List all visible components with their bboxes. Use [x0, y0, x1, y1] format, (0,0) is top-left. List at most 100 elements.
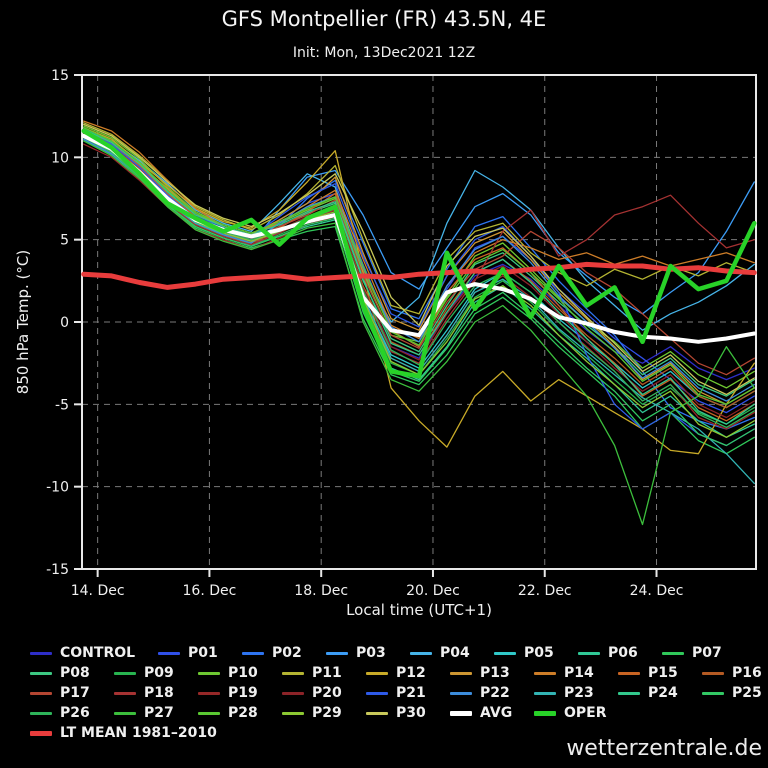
legend-item-P30: P30: [366, 705, 450, 721]
legend-swatch-P18: [114, 691, 136, 695]
legend-label: P10: [228, 665, 258, 681]
legend-swatch-P24: [618, 691, 640, 695]
legend-item-P20: P20: [282, 685, 366, 701]
meteogram-chart: 14. Dec 16. Dec 18. Dec 20. Dec 22. Dec 24. D…: [14, 68, 757, 619]
legend-label: P20: [312, 685, 342, 701]
legend-item-P19: P19: [198, 685, 282, 701]
legend-swatch-P21: [366, 691, 388, 695]
x-tick-label: 18. Dec: [294, 583, 348, 599]
legend-label: P17: [60, 685, 90, 701]
legend-swatch-P04: [410, 651, 432, 655]
legend-item-P01: P01: [158, 645, 242, 661]
series-P18: [83, 136, 755, 364]
y-tick-label: 0: [60, 315, 69, 331]
init-subtitle: Init: Mon, 13Dec2021 12Z: [292, 45, 476, 61]
legend-swatch-LT MEAN 1981–2010: [30, 730, 52, 736]
legend-swatch-P11: [282, 671, 304, 675]
legend-item-P11: P11: [282, 665, 366, 681]
legend-swatch-P01: [158, 651, 180, 655]
legend-swatch-P28: [198, 711, 220, 715]
legend-item-P16: P16: [702, 665, 768, 681]
legend-item-AVG: AVG: [450, 705, 534, 721]
legend-swatch-P30: [366, 711, 388, 715]
series-P27: [83, 140, 755, 526]
x-tick-label: 22. Dec: [518, 583, 572, 599]
legend-swatch-P19: [198, 691, 220, 695]
legend-item-P23: P23: [534, 685, 618, 701]
legend-label: P08: [60, 665, 90, 681]
legend-label: P12: [396, 665, 426, 681]
series-P30: [83, 123, 755, 396]
legend-label: P18: [144, 685, 174, 701]
y-tick-label: 15: [51, 68, 69, 84]
legend-swatch-P02: [242, 651, 264, 655]
legend-item-P13: P13: [450, 665, 534, 681]
legend-label: P01: [188, 645, 218, 661]
series-P28: [83, 127, 755, 405]
legend-item-P22: P22: [450, 685, 534, 701]
legend-item-P25: P25: [702, 685, 768, 701]
y-tick-label: -15: [46, 562, 69, 578]
legend-row: P26 P27 P28 P29 P30 AVG OPER: [0, 703, 768, 723]
y-tick-label: -10: [46, 480, 69, 496]
plot-border: [81, 74, 757, 570]
legend-label: P27: [144, 705, 174, 721]
legend-swatch-P03: [326, 651, 348, 655]
series-P24: [83, 128, 755, 425]
legend-item-P06: P06: [578, 645, 662, 661]
legend-item-P05: P05: [494, 645, 578, 661]
legend-label: P26: [60, 705, 90, 721]
legend-item-P14: P14: [534, 665, 618, 681]
legend-label: P02: [272, 645, 302, 661]
legend-row: P08 P09 P10 P11 P12 P13 P14 P15 P16: [0, 663, 768, 683]
legend-swatch-P14: [534, 671, 556, 675]
legend-swatch-P09: [114, 671, 136, 675]
series-LT MEAN 1981–2010: [81, 261, 757, 290]
legend-label: P07: [692, 645, 722, 661]
legend-item-P02: P02: [242, 645, 326, 661]
legend-item-P28: P28: [198, 705, 282, 721]
legend-swatch-P15: [618, 671, 640, 675]
x-tick-label: 16. Dec: [183, 583, 237, 599]
series-P11: [83, 122, 755, 315]
watermark: wetterzentrale.de: [566, 736, 762, 761]
legend-item-P26: P26: [30, 705, 114, 721]
legend-label: P19: [228, 685, 258, 701]
series-CONTROL: [83, 133, 755, 381]
x-tick-label: 14. Dec: [71, 583, 125, 599]
legend-label: P25: [732, 685, 762, 701]
x-tick-label: 20. Dec: [406, 583, 460, 599]
legend-swatch-P16: [702, 671, 724, 675]
legend-swatch-P26: [30, 711, 52, 715]
legend-swatch-P23: [534, 691, 556, 695]
x-tick-label: 24. Dec: [630, 583, 684, 599]
legend-swatch-AVG: [450, 710, 472, 716]
legend-swatch-P08: [30, 671, 52, 675]
y-tick-label: -5: [55, 397, 69, 413]
legend-label: P13: [480, 665, 510, 681]
legend-item-P10: P10: [198, 665, 282, 681]
y-tick-label: 5: [60, 233, 69, 249]
legend-swatch-P06: [578, 651, 600, 655]
legend-row: LT MEAN 1981–2010: [0, 723, 768, 743]
legend-item-OPER: OPER: [534, 705, 618, 721]
legend-label: P30: [396, 705, 426, 721]
legend-label: P11: [312, 665, 342, 681]
page-title: GFS Montpellier (FR) 43.5N, 4E: [221, 7, 547, 31]
y-tick-label: 10: [51, 150, 69, 166]
legend: CONTROL P01 P02 P03 P04 P05 P06 P07 P08 P09 P10 P11…: [0, 643, 768, 743]
legend-swatch-P13: [450, 671, 472, 675]
legend-row: P17 P18 P19 P20 P21 P22 P23 P24 P25: [0, 683, 768, 703]
x-axis-label: Local time (UTC+1): [346, 601, 492, 619]
legend-swatch-P22: [450, 691, 472, 695]
legend-item-P12: P12: [366, 665, 450, 681]
legend-swatch-P25: [702, 691, 724, 695]
legend-label: P04: [440, 645, 470, 661]
legend-swatch-P05: [494, 651, 516, 655]
legend-swatch-P17: [30, 691, 52, 695]
series-P26: [83, 131, 755, 429]
legend-item-P03: P03: [326, 645, 410, 661]
legend-label: P21: [396, 685, 426, 701]
legend-label: P29: [312, 705, 342, 721]
legend-swatch-P20: [282, 691, 304, 695]
